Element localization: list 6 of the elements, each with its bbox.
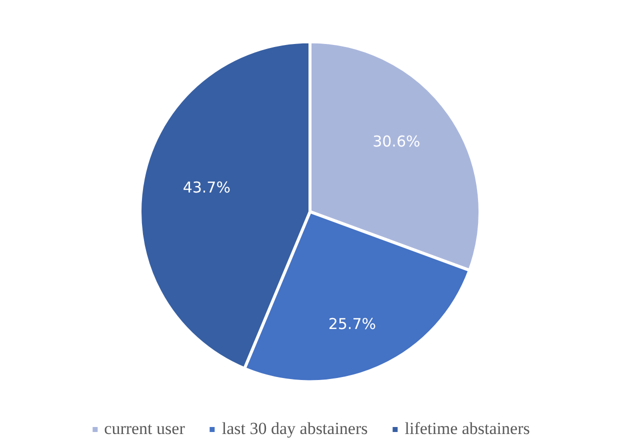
data-label: 30.6%: [372, 132, 420, 151]
legend-label: current user: [104, 419, 185, 439]
data-label: 25.7%: [328, 314, 376, 333]
legend-label: last 30 day abstainers: [222, 419, 368, 439]
data-label: 43.7%: [182, 178, 230, 197]
legend-label: lifetime abstainers: [404, 419, 530, 439]
